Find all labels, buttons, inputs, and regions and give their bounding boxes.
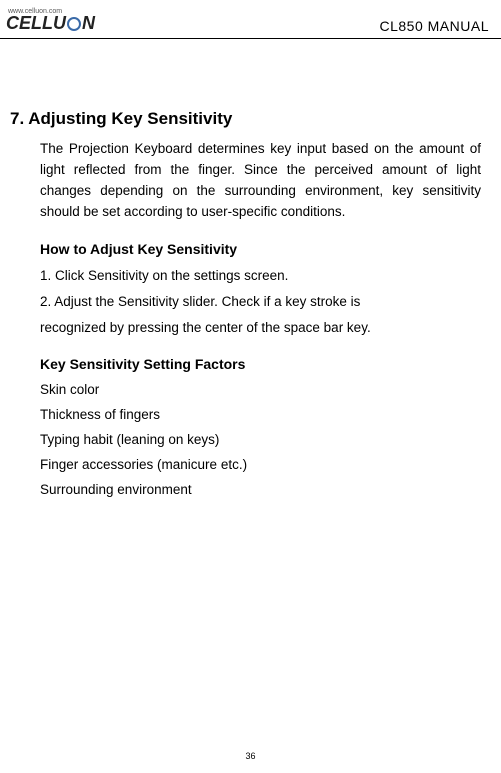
factor-5: Surrounding environment	[40, 478, 481, 503]
logo-ring-icon	[67, 17, 81, 31]
page-number: 36	[245, 751, 255, 761]
logo-text-pre: CELLU	[6, 13, 66, 34]
intro-paragraph: The Projection Keyboard determines key i…	[40, 139, 481, 223]
factor-1: Skin color	[40, 378, 481, 403]
logo-text-post: N	[82, 13, 95, 34]
factor-4: Finger accessories (manicure etc.)	[40, 453, 481, 478]
step-1: 1. Click Sensitivity on the settings scr…	[40, 263, 481, 289]
howto-heading: How to Adjust Key Sensitivity	[40, 241, 481, 257]
doc-title: CL850 MANUAL	[380, 18, 490, 34]
step-2b: recognized by pressing the center of the…	[40, 315, 481, 341]
spacer	[10, 342, 481, 356]
page-header: www.celluon.com CELLU N CL850 MANUAL	[0, 0, 501, 39]
logo: CELLU N	[6, 13, 95, 34]
factor-2: Thickness of fingers	[40, 403, 481, 428]
step-2a: 2. Adjust the Sensitivity slider. Check …	[40, 289, 481, 315]
factor-3: Typing habit (leaning on keys)	[40, 428, 481, 453]
factors-heading: Key Sensitivity Setting Factors	[40, 356, 481, 372]
section-title: 7. Adjusting Key Sensitivity	[10, 109, 481, 129]
page-content: 7. Adjusting Key Sensitivity The Project…	[0, 39, 501, 502]
logo-block: www.celluon.com CELLU N	[6, 8, 95, 34]
